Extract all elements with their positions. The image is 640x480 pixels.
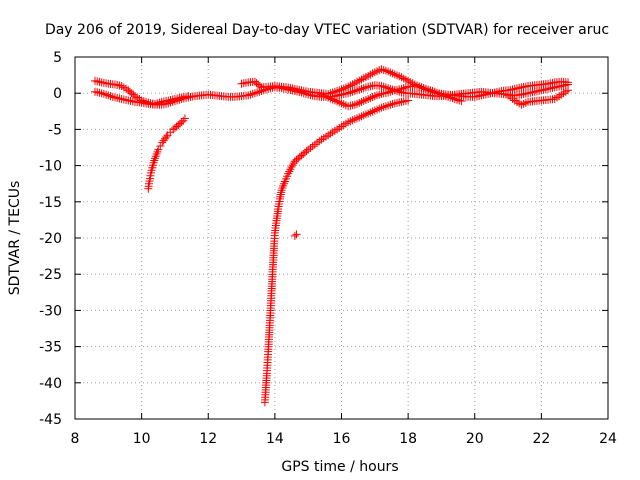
y-tick-label: -35 [39, 340, 62, 356]
data-point [286, 165, 295, 174]
data-point [99, 89, 108, 98]
data-point [244, 91, 253, 100]
data-point [279, 181, 288, 190]
data-point [155, 98, 164, 107]
data-point [156, 142, 165, 151]
data-point [308, 142, 317, 151]
data-point [102, 90, 111, 99]
data-point [386, 100, 395, 109]
data-point [564, 78, 573, 87]
data-point [313, 138, 322, 147]
data-point [404, 96, 413, 105]
data-point [288, 161, 297, 170]
x-tick-label: 12 [199, 431, 217, 447]
y-tick-label: -5 [48, 122, 62, 138]
data-point [150, 100, 159, 109]
data-points [90, 65, 573, 407]
y-tick-label: 0 [53, 86, 62, 102]
x-tick-label: 8 [71, 431, 80, 447]
data-point [177, 118, 186, 127]
data-point [377, 81, 386, 90]
y-tick-label: -15 [39, 195, 62, 211]
data-point [108, 92, 117, 101]
data-point [290, 231, 299, 240]
y-axis-label: SDTVAR / TECUs [7, 181, 23, 296]
data-point [285, 167, 294, 176]
data-point [452, 95, 461, 104]
data-point [373, 67, 382, 76]
x-tick-label: 24 [599, 431, 617, 447]
data-point [350, 87, 359, 96]
x-tick-label: 20 [466, 431, 484, 447]
data-point [248, 89, 257, 98]
y-tick-label: -45 [39, 412, 62, 428]
data-point [153, 99, 162, 108]
data-point [97, 89, 106, 98]
data-point [521, 98, 530, 107]
data-point [250, 89, 259, 98]
data-point [564, 86, 573, 95]
data-point [457, 97, 466, 106]
y-tick-label: -40 [39, 376, 62, 392]
data-point [162, 133, 171, 142]
data-point [255, 87, 264, 96]
data-point [180, 114, 189, 123]
data-point [357, 84, 366, 93]
y-tick-label: -25 [39, 267, 62, 283]
data-point [255, 81, 264, 90]
data-point [246, 90, 255, 99]
data-point [401, 83, 410, 92]
data-point [154, 145, 163, 154]
x-tick-label: 18 [399, 431, 417, 447]
data-point [455, 96, 464, 105]
data-point [104, 91, 113, 100]
x-axis-label: GPS time / hours [281, 459, 398, 475]
y-tick-label: 5 [53, 50, 62, 66]
data-point [384, 101, 393, 110]
x-tick-label: 10 [133, 431, 151, 447]
data-point [388, 100, 397, 109]
data-point [519, 99, 528, 108]
data-point [348, 87, 357, 96]
data-point [310, 140, 319, 149]
x-tick-label: 22 [532, 431, 550, 447]
chart-title: Day 206 of 2019, Sidereal Day-to-day VTE… [45, 22, 609, 38]
data-point [184, 92, 193, 101]
x-tick-label: 16 [333, 431, 351, 447]
data-point [292, 230, 301, 239]
x-axis-ticks: 8 10 12 14 16 18 20 22 24 [71, 57, 617, 447]
data-point [346, 88, 355, 97]
y-tick-label: -30 [39, 303, 62, 319]
y-tick-label: -20 [39, 231, 62, 247]
y-tick-label: -10 [39, 159, 62, 175]
grid-lines [75, 57, 608, 419]
data-point [504, 91, 513, 100]
data-point [287, 163, 296, 172]
x-tick-label: 14 [266, 431, 284, 447]
data-point [355, 85, 364, 94]
y-axis-ticks: 5 0 -5 -10 -15 -20 -25 -30 -35 -40 -45 [39, 50, 608, 428]
data-point [361, 83, 370, 92]
data-point [359, 84, 368, 93]
